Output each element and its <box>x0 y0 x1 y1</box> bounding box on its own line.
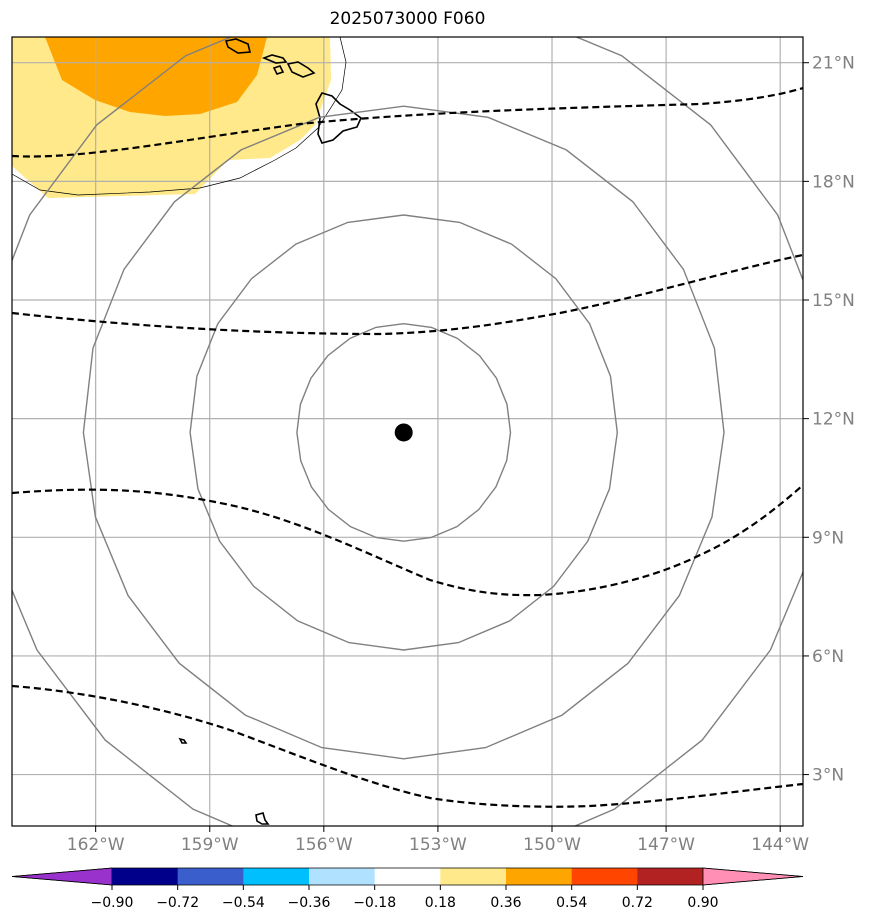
colorbar-segment <box>177 868 244 885</box>
lon-tick-label: 162°W <box>67 835 125 855</box>
latitude-labels: 3°N 6°N 9°N 12°N 15°N 18°N 21°N <box>803 54 855 786</box>
island-kauai <box>224 38 252 54</box>
colorbar-segment <box>440 868 507 885</box>
range-ring <box>82 105 725 760</box>
contour-line-mid-south <box>12 484 803 597</box>
contour-line-north <box>12 86 803 158</box>
lat-tick-label: 3°N <box>812 766 844 786</box>
range-ring <box>12 37 803 826</box>
lon-tick-label: 159°W <box>181 835 239 855</box>
colorbar-tick-label: 0.90 <box>687 895 718 911</box>
lat-tick-label: 18°N <box>812 172 855 192</box>
coastlines <box>178 38 362 825</box>
colorbar-segment <box>243 868 310 885</box>
colorbar-segment <box>374 868 441 885</box>
colorbar-segment <box>506 868 573 885</box>
colorbar-segment <box>571 868 638 885</box>
lon-tick-label: 147°W <box>637 835 695 855</box>
map-frame <box>11 36 804 827</box>
longitude-labels: 162°W 159°W 156°W 153°W 150°W 147°W 144°W <box>67 826 809 855</box>
colorbar-tick-label: −0.90 <box>91 895 134 911</box>
lat-tick-label: 15°N <box>812 291 855 311</box>
range-ring <box>189 214 619 651</box>
contour-line-mid-north <box>12 253 803 336</box>
lat-tick-label: 9°N <box>812 528 844 548</box>
field-shading <box>12 37 331 198</box>
colorbar-tick-label: 0.72 <box>622 895 653 911</box>
island-oahu <box>261 54 288 64</box>
colorbar-tick-label: −0.36 <box>288 895 331 911</box>
islet-south-2 <box>255 812 270 825</box>
lat-tick-label: 12°N <box>812 410 855 430</box>
boundary-arc-north <box>12 37 347 196</box>
island-molokai <box>286 61 316 78</box>
lon-tick-label: 153°W <box>409 835 467 855</box>
island-big-island <box>315 92 362 144</box>
colorbar-tick-label: 0.36 <box>490 895 521 911</box>
colorbar-tick-label: 0.18 <box>425 895 456 911</box>
islet-south-1 <box>178 737 188 744</box>
lat-tick-label: 21°N <box>812 54 855 74</box>
lat-tick-label: 6°N <box>812 647 844 667</box>
storm-center-marker <box>394 423 413 442</box>
range-ring <box>296 322 512 542</box>
lon-tick-label: 144°W <box>751 835 809 855</box>
range-rings <box>12 37 803 826</box>
lon-tick-label: 150°W <box>523 835 581 855</box>
region-boundaries <box>12 37 347 196</box>
colorbar: −0.90 −0.72 −0.54 −0.36 −0.18 0.18 0.36 0.54 0.7… <box>11 867 804 911</box>
lon-tick-label: 156°W <box>295 835 353 855</box>
colorbar-tick-label: −0.72 <box>156 895 199 911</box>
contour-line-south <box>12 684 803 808</box>
shade-region-high <box>45 37 267 116</box>
colorbar-tick-label: −0.54 <box>222 895 265 911</box>
colorbar-segment <box>309 868 376 885</box>
dashed-contours <box>12 86 803 808</box>
colorbar-tick-label: −0.18 <box>353 895 396 911</box>
colorbar-segment <box>112 868 179 885</box>
colorbar-extend-high <box>702 867 804 886</box>
colorbar-extend-low <box>11 867 113 886</box>
graticule <box>12 37 803 826</box>
colorbar-segment <box>637 868 704 885</box>
colorbar-tick-label: 0.54 <box>556 895 587 911</box>
island-lanai <box>272 65 285 75</box>
map-title: 2025073000 F060 <box>329 9 486 29</box>
